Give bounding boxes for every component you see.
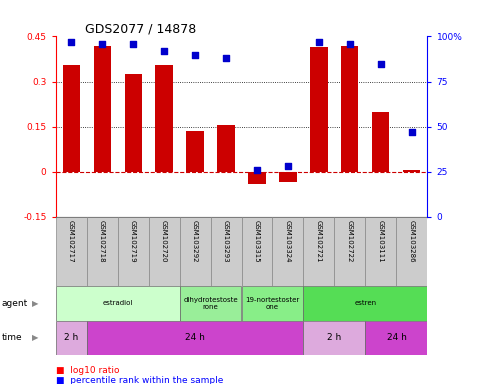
- Text: ■  percentile rank within the sample: ■ percentile rank within the sample: [56, 376, 223, 384]
- Text: GDS2077 / 14878: GDS2077 / 14878: [85, 22, 197, 35]
- Bar: [156, 65, 172, 172]
- Text: 2 h: 2 h: [64, 333, 78, 343]
- Text: 24 h: 24 h: [185, 333, 205, 343]
- Text: GSM103315: GSM103315: [254, 220, 260, 263]
- Text: dihydrotestoste
rone: dihydrotestoste rone: [183, 297, 238, 310]
- Bar: [372, 112, 389, 172]
- Text: GSM103292: GSM103292: [192, 220, 198, 263]
- Text: ▶: ▶: [32, 299, 39, 308]
- Text: GSM102717: GSM102717: [68, 220, 74, 263]
- Text: 19-nortestoster
one: 19-nortestoster one: [245, 297, 299, 310]
- Point: [98, 41, 106, 47]
- Point: [191, 51, 199, 58]
- Bar: [341, 46, 358, 172]
- Bar: [397, 217, 427, 286]
- Bar: [242, 217, 272, 286]
- Text: 24 h: 24 h: [386, 333, 406, 343]
- Point: [129, 41, 137, 47]
- Bar: [86, 217, 117, 286]
- Bar: [56, 217, 86, 286]
- Text: GSM102718: GSM102718: [99, 220, 105, 263]
- Point: [377, 61, 385, 67]
- Text: estradiol: estradiol: [102, 300, 133, 306]
- Text: GSM103324: GSM103324: [285, 220, 291, 263]
- Text: GSM102721: GSM102721: [316, 220, 322, 263]
- Bar: [180, 286, 242, 321]
- Bar: [334, 217, 366, 286]
- Text: GSM102720: GSM102720: [161, 220, 167, 263]
- Bar: [117, 217, 149, 286]
- Text: GSM103286: GSM103286: [409, 220, 415, 263]
- Text: GSM103293: GSM103293: [223, 220, 229, 263]
- Bar: [303, 286, 427, 321]
- Text: ■  log10 ratio: ■ log10 ratio: [56, 366, 119, 375]
- Bar: [217, 125, 235, 172]
- Bar: [303, 217, 334, 286]
- Bar: [272, 217, 303, 286]
- Point: [408, 129, 416, 135]
- Text: 2 h: 2 h: [327, 333, 341, 343]
- Bar: [280, 172, 297, 182]
- Text: agent: agent: [1, 299, 28, 308]
- Bar: [149, 217, 180, 286]
- Bar: [86, 321, 303, 355]
- Text: GSM103111: GSM103111: [378, 220, 384, 263]
- Point: [315, 39, 323, 45]
- Text: GSM102722: GSM102722: [347, 220, 353, 263]
- Bar: [56, 286, 180, 321]
- Bar: [403, 170, 421, 172]
- Text: ▶: ▶: [32, 333, 39, 343]
- Bar: [311, 47, 327, 172]
- Point: [253, 167, 261, 173]
- Text: estren: estren: [355, 300, 377, 306]
- Bar: [186, 131, 203, 172]
- Bar: [125, 74, 142, 172]
- Bar: [366, 321, 427, 355]
- Bar: [56, 321, 86, 355]
- Bar: [303, 321, 366, 355]
- Bar: [62, 65, 80, 172]
- Point: [67, 39, 75, 45]
- Point: [222, 55, 230, 61]
- Bar: [180, 217, 211, 286]
- Point: [346, 41, 354, 47]
- Bar: [211, 217, 242, 286]
- Text: GSM102719: GSM102719: [130, 220, 136, 263]
- Point: [160, 48, 168, 54]
- Bar: [248, 172, 266, 184]
- Point: [284, 163, 292, 169]
- Bar: [242, 286, 303, 321]
- Bar: [366, 217, 397, 286]
- Bar: [94, 46, 111, 172]
- Text: time: time: [1, 333, 22, 343]
